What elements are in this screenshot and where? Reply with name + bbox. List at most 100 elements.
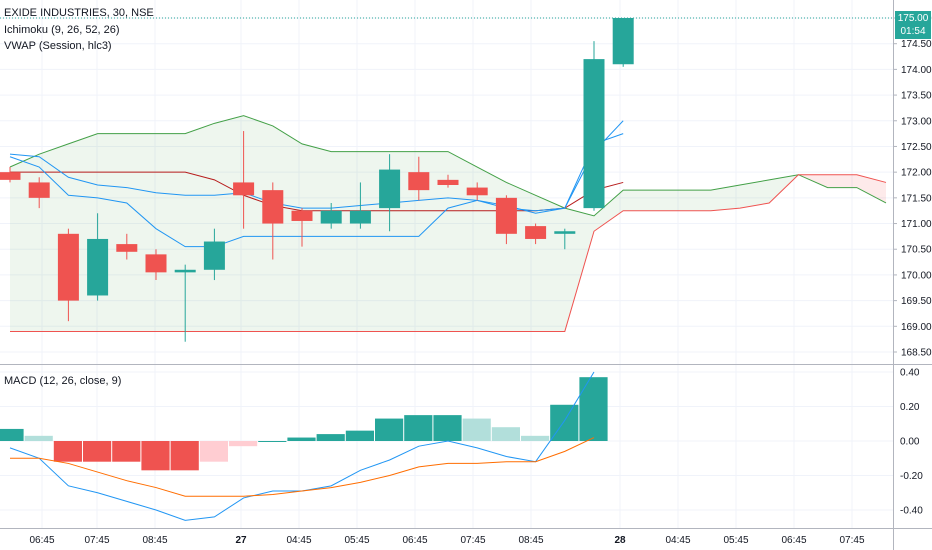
macd-histogram-bar <box>141 441 170 471</box>
price-tick-label: 173.50 <box>901 91 932 102</box>
cloud-segment <box>331 151 361 332</box>
cloud-segment <box>302 143 332 332</box>
macd-tick-label: -0.40 <box>900 506 923 517</box>
macd-histogram-bar <box>345 430 374 441</box>
price-tick-label: 168.50 <box>901 348 932 359</box>
macd-histogram-bar <box>287 437 316 441</box>
candle-body <box>145 254 167 273</box>
price-tick-label: 170.50 <box>901 245 932 256</box>
macd-histogram-bar <box>375 418 404 441</box>
ichimoku-legend[interactable]: Ichimoku (9, 26, 52, 26) <box>4 24 120 36</box>
price-tick-label: 170.00 <box>901 270 932 281</box>
candle-body <box>291 210 313 221</box>
macd-histogram-bar <box>24 435 53 441</box>
candle-body <box>437 179 459 185</box>
candle-body <box>87 238 109 296</box>
candle-body <box>116 244 138 252</box>
candle-body <box>203 241 225 270</box>
cloud-segment <box>535 195 565 332</box>
bar-countdown: 01:54 <box>900 26 926 37</box>
cloud-segment <box>272 125 302 332</box>
cloud-segment <box>623 190 653 211</box>
candle-body <box>57 233 79 301</box>
price-tick-label: 171.50 <box>901 193 932 204</box>
time-tick-label: 27 <box>235 535 247 546</box>
vwap-line <box>9 120 624 248</box>
price-tick-label: 169.00 <box>901 322 932 333</box>
senkou-span-a-line <box>9 115 887 217</box>
time-tick-label: 05:45 <box>723 535 748 546</box>
price-tick-label: 171.00 <box>901 219 932 230</box>
macd-histogram-bar <box>579 377 608 441</box>
macd-histogram-bar <box>521 435 550 441</box>
cloud-segment <box>827 174 857 188</box>
cloud-segment <box>185 123 215 332</box>
time-tick-label: 06:45 <box>29 535 54 546</box>
candle-body <box>554 231 576 234</box>
last-price: 175.00 <box>897 13 929 24</box>
cloud-segment <box>214 115 244 332</box>
symbol-title[interactable]: EXIDE INDUSTRIES, 30, NSE <box>4 7 154 19</box>
macd-histogram-bar <box>170 441 199 471</box>
candle-body <box>233 182 255 196</box>
time-tick-label: 07:45 <box>84 535 109 546</box>
candle-body <box>349 210 371 224</box>
candle-body <box>28 182 50 198</box>
vwap-legend[interactable]: VWAP (Session, hlc3) <box>4 40 112 52</box>
macd-legend[interactable]: MACD (12, 26, close, 9) <box>4 375 122 387</box>
cloud-segment <box>564 208 594 332</box>
candle-body <box>320 210 342 224</box>
senkou-span-b-line <box>10 174 887 332</box>
macd-histogram-bar <box>462 418 491 441</box>
macd-histogram-bar <box>0 428 24 441</box>
macd-tick-label: 0.40 <box>900 368 920 379</box>
last-price-badge: 175.00 01:54 <box>895 11 931 39</box>
candle-body <box>174 269 196 273</box>
candlestick-series <box>0 18 634 342</box>
cloud-segment <box>126 133 156 332</box>
cloud-segment <box>710 185 740 211</box>
cloud-segment <box>156 133 186 332</box>
cloud-segment <box>652 190 682 211</box>
price-tick-label: 174.50 <box>901 39 932 50</box>
cloud-segment <box>594 190 624 232</box>
candle-body <box>583 59 605 209</box>
candle-body <box>379 169 401 209</box>
cloud-segment <box>97 133 127 332</box>
macd-histogram-bar <box>404 415 433 441</box>
price-tick-label: 169.50 <box>901 296 932 307</box>
macd-histogram-bar <box>199 441 228 462</box>
macd-histogram-bar <box>229 441 258 447</box>
signal-line <box>10 437 595 497</box>
macd-layer <box>0 371 608 521</box>
macd-histogram-bar <box>83 441 112 462</box>
time-tick-label: 04:45 <box>665 535 690 546</box>
price-tick-label: 173.00 <box>901 116 932 127</box>
time-tick-label: 08:45 <box>142 535 167 546</box>
time-tick-label: 06:45 <box>402 535 427 546</box>
macd-histogram-bar <box>316 434 345 441</box>
macd-histogram-bar <box>112 441 141 462</box>
macd-tick-label: -0.20 <box>900 471 923 482</box>
candle-body <box>466 187 488 196</box>
macd-histogram-bar <box>433 415 462 441</box>
cloud-segment <box>681 190 711 211</box>
macd-tick-label: 0.00 <box>900 437 920 448</box>
vwap-layer <box>9 120 624 248</box>
kijun-sen-line <box>10 171 624 212</box>
macd-histogram-bar <box>258 441 287 442</box>
time-tick-label: 05:45 <box>344 535 369 546</box>
macd-histogram-bar <box>491 427 520 441</box>
candle-body <box>495 197 517 234</box>
time-tick-label: 04:45 <box>286 535 311 546</box>
candle-body <box>0 172 21 180</box>
cloud-segment <box>68 133 98 332</box>
cloud-segment <box>418 151 448 332</box>
macd-tick-label: 0.20 <box>900 402 920 413</box>
time-tick-label: 06:45 <box>781 535 806 546</box>
price-tick-label: 172.50 <box>901 142 932 153</box>
cloud-segment <box>448 151 478 332</box>
candle-body <box>408 172 430 191</box>
time-tick-label: 28 <box>614 535 626 546</box>
